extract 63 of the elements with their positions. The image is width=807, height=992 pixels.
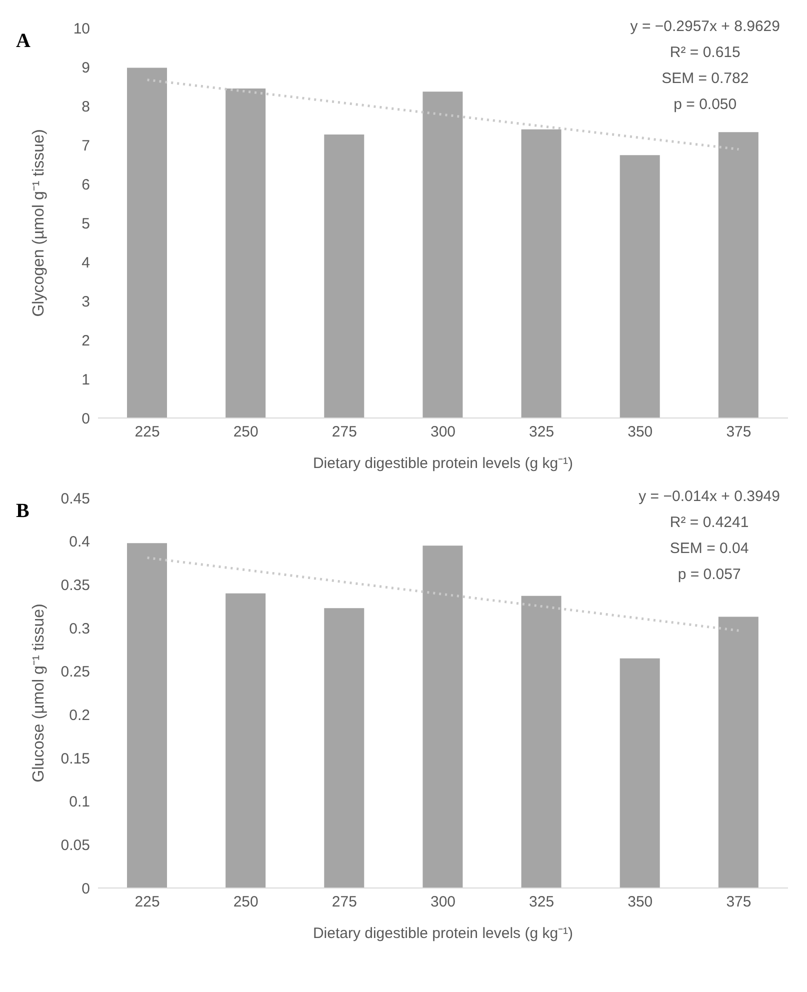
y-tick-label: 0 — [82, 880, 90, 898]
bar — [127, 543, 167, 888]
x-tick-label: 225 — [134, 424, 160, 441]
bar — [422, 546, 463, 888]
bar — [620, 658, 660, 888]
x-tick-label: 350 — [628, 894, 653, 911]
y-axis-title: Glycogen (µmol g⁻¹ tissue) — [30, 129, 48, 317]
x-axis-title: Dietary digestible protein levels (g kg⁻¹) — [312, 925, 574, 942]
bar — [127, 68, 167, 418]
x-tick-label: 300 — [430, 424, 456, 441]
x-axis-title: Dietary digestible protein levels (g kg⁻¹) — [312, 455, 574, 472]
x-tick-label: 275 — [332, 894, 357, 911]
y-tick-label: 6 — [82, 176, 90, 194]
bar — [422, 92, 463, 418]
y-tick-label: 1 — [82, 371, 90, 388]
y-tick-label: 0.25 — [60, 664, 90, 681]
bar — [324, 134, 364, 418]
x-tick-label: 225 — [134, 894, 160, 911]
annotation: SEM = 0.04 — [668, 539, 750, 559]
bar — [324, 608, 364, 888]
y-tick-label: 8 — [82, 98, 90, 116]
chart-title: A — [16, 30, 30, 53]
bar — [620, 155, 660, 418]
x-tick-label: 375 — [726, 424, 752, 441]
y-tick-label: 4 — [82, 254, 90, 272]
y-axis-title: Glucose (µmol g⁻¹ tissue) — [30, 604, 48, 782]
y-tick-label: 3 — [82, 293, 90, 310]
y-tick-label: 0.15 — [60, 750, 90, 768]
x-tick-label: 250 — [233, 424, 258, 441]
x-tick-label: 250 — [233, 894, 258, 911]
y-tick-label: 0.45 — [60, 490, 90, 508]
annotation: y = −0.014x + 0.3949 — [638, 487, 780, 507]
bar — [718, 132, 758, 418]
y-tick-label: 0.2 — [69, 706, 90, 724]
x-tick-label: 325 — [529, 894, 554, 911]
y-tick-label: 0 — [82, 410, 90, 428]
annotation: p = 0.057 — [676, 565, 742, 585]
annotation: R² = 0.615 — [668, 43, 742, 63]
y-tick-label: 5 — [82, 215, 90, 232]
y-tick-label: 2 — [82, 332, 90, 350]
annotation: R² = 0.4241 — [668, 513, 750, 533]
y-tick-label: 0.35 — [60, 576, 90, 594]
annotation: SEM = 0.782 — [660, 69, 750, 89]
bar — [226, 593, 266, 888]
bar — [521, 129, 562, 418]
y-tick-label: 0.1 — [69, 794, 90, 811]
x-tick-label: 350 — [628, 424, 653, 441]
annotation: y = −0.2957x + 8.9629 — [630, 17, 780, 37]
bar — [521, 596, 562, 888]
bar — [226, 88, 266, 418]
y-tick-label: 0.3 — [69, 620, 90, 638]
y-tick-label: 7 — [82, 137, 90, 154]
x-tick-label: 375 — [726, 894, 752, 911]
y-tick-label: 10 — [73, 20, 90, 38]
y-tick-label: 0.05 — [60, 836, 90, 854]
annotation: p = 0.050 — [672, 95, 738, 115]
x-tick-label: 300 — [430, 894, 456, 911]
x-tick-label: 325 — [529, 424, 554, 441]
chart-title: B — [16, 500, 30, 523]
bar — [718, 616, 758, 888]
y-tick-label: 9 — [82, 59, 90, 76]
y-tick-label: 0.4 — [69, 534, 90, 551]
x-tick-label: 275 — [332, 424, 357, 441]
